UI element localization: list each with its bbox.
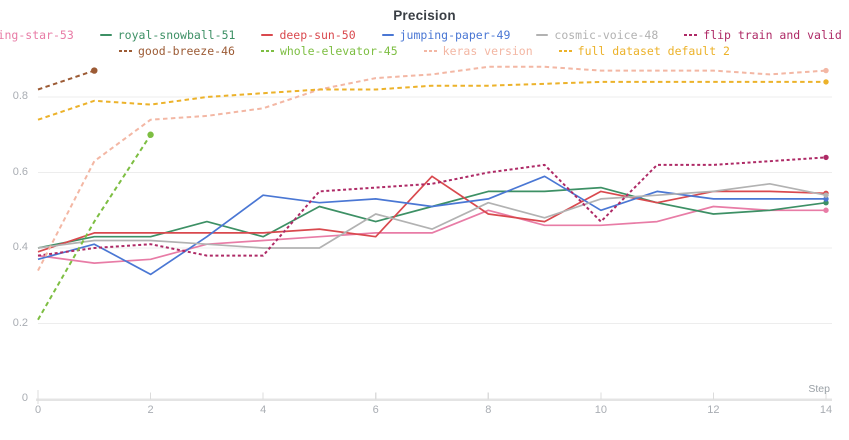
series-line-cosmic-voice-48	[37, 182, 827, 249]
legend-item-label: good-breeze-46	[138, 43, 235, 58]
series-line-good-breeze-46	[37, 69, 95, 91]
y-tick-label: 0	[21, 392, 28, 404]
legend-item-label: deep-sun-50	[279, 27, 356, 42]
legend-item-keras-version[interactable]: keras version	[423, 43, 533, 58]
legend-item-deep-sun-50[interactable]: deep-sun-50	[261, 27, 356, 42]
x-tick-label: 4	[260, 404, 267, 416]
legend-item-cosmic-voice-48[interactable]: cosmic-voice-48	[536, 27, 659, 42]
x-axis-title: Step	[808, 383, 830, 395]
legend-item-spring-star-53[interactable]: spring-star-53	[0, 27, 74, 42]
legend-item-jumping-paper-49[interactable]: jumping-paper-49	[381, 27, 511, 42]
series-line-royal-snowball-51	[37, 186, 827, 249]
series-endpoint-dot	[147, 131, 154, 138]
legend-line-marker-icon	[99, 33, 112, 37]
x-tick-label: 12	[707, 404, 720, 416]
series-line-jumping-paper-49	[37, 175, 826, 276]
legend-dashed-marker-icon	[423, 49, 437, 53]
series-endpoint-dot	[823, 207, 829, 213]
legend-line-marker-icon	[381, 33, 394, 37]
legend-dashed-marker-icon	[260, 49, 274, 53]
legend-row-2: good-breeze-46 whole-elevator-45 keras ver…	[0, 44, 849, 58]
legend-line-marker-icon	[261, 33, 274, 37]
series-line-whole-elevator-45	[37, 134, 152, 321]
series-endpoint-dot	[823, 154, 829, 161]
legend-dashed-marker-icon	[119, 49, 132, 53]
legend-item-full-dataset-default-2[interactable]: full dataset default 2	[558, 43, 730, 58]
series-line-spring-star-53	[37, 205, 826, 264]
legend-line-marker-icon	[536, 33, 549, 37]
series-endpoint-dot	[823, 200, 829, 206]
legend-item-whole-elevator-45[interactable]: whole-elevator-45	[260, 43, 398, 58]
x-tick-label: 0	[34, 404, 42, 416]
legend-item-good-breeze-46[interactable]: good-breeze-46	[119, 43, 235, 58]
legend-item-label: flip train and valid sample	[703, 27, 849, 42]
series-line-full-dataset-default-2	[37, 80, 826, 121]
legend-item-flip-train-and-valid-sample[interactable]: flip train and valid sample	[684, 27, 849, 42]
y-tick-label: 0.4	[12, 241, 28, 253]
legend-item-label: keras version	[442, 43, 533, 58]
legend-row-1: spring-star-53 royal-snowball-51 deep-sun-…	[0, 28, 849, 42]
series-endpoint-dot	[823, 196, 829, 202]
legend-item-label: whole-elevator-45	[279, 43, 398, 58]
legend-item-royal-snowball-51[interactable]: royal-snowball-51	[99, 27, 236, 42]
series-endpoint-dot	[91, 67, 98, 74]
series-line-keras-version	[37, 65, 827, 272]
legend-item-label: spring-star-53	[0, 27, 74, 42]
series-endpoint-dot	[823, 192, 829, 198]
y-tick-label: 0.6	[12, 165, 28, 178]
chart-legend: spring-star-53 royal-snowball-51 deep-sun-…	[0, 28, 849, 60]
legend-item-label: cosmic-voice-48	[554, 27, 659, 42]
legend-item-label: full dataset default 2	[577, 43, 730, 58]
series-line-deep-sun-50	[37, 175, 827, 253]
series-endpoint-dot	[823, 79, 829, 85]
x-tick-label: 2	[147, 404, 154, 416]
x-tick-label: 10	[594, 404, 607, 416]
series-endpoint-dot	[823, 67, 829, 74]
legend-dashed-marker-icon	[558, 49, 572, 53]
x-tick-label: 6	[372, 404, 379, 416]
y-tick-label: 0.8	[12, 90, 28, 102]
legend-item-label: royal-snowball-51	[117, 27, 236, 42]
legend-dashed-marker-icon	[684, 33, 698, 37]
chart-title: Precision	[393, 8, 456, 23]
y-tick-label: 0.2	[12, 316, 28, 329]
x-tick-label: 14	[819, 404, 833, 416]
x-tick-label: 8	[485, 404, 492, 416]
legend-item-label: jumping-paper-49	[399, 27, 511, 42]
